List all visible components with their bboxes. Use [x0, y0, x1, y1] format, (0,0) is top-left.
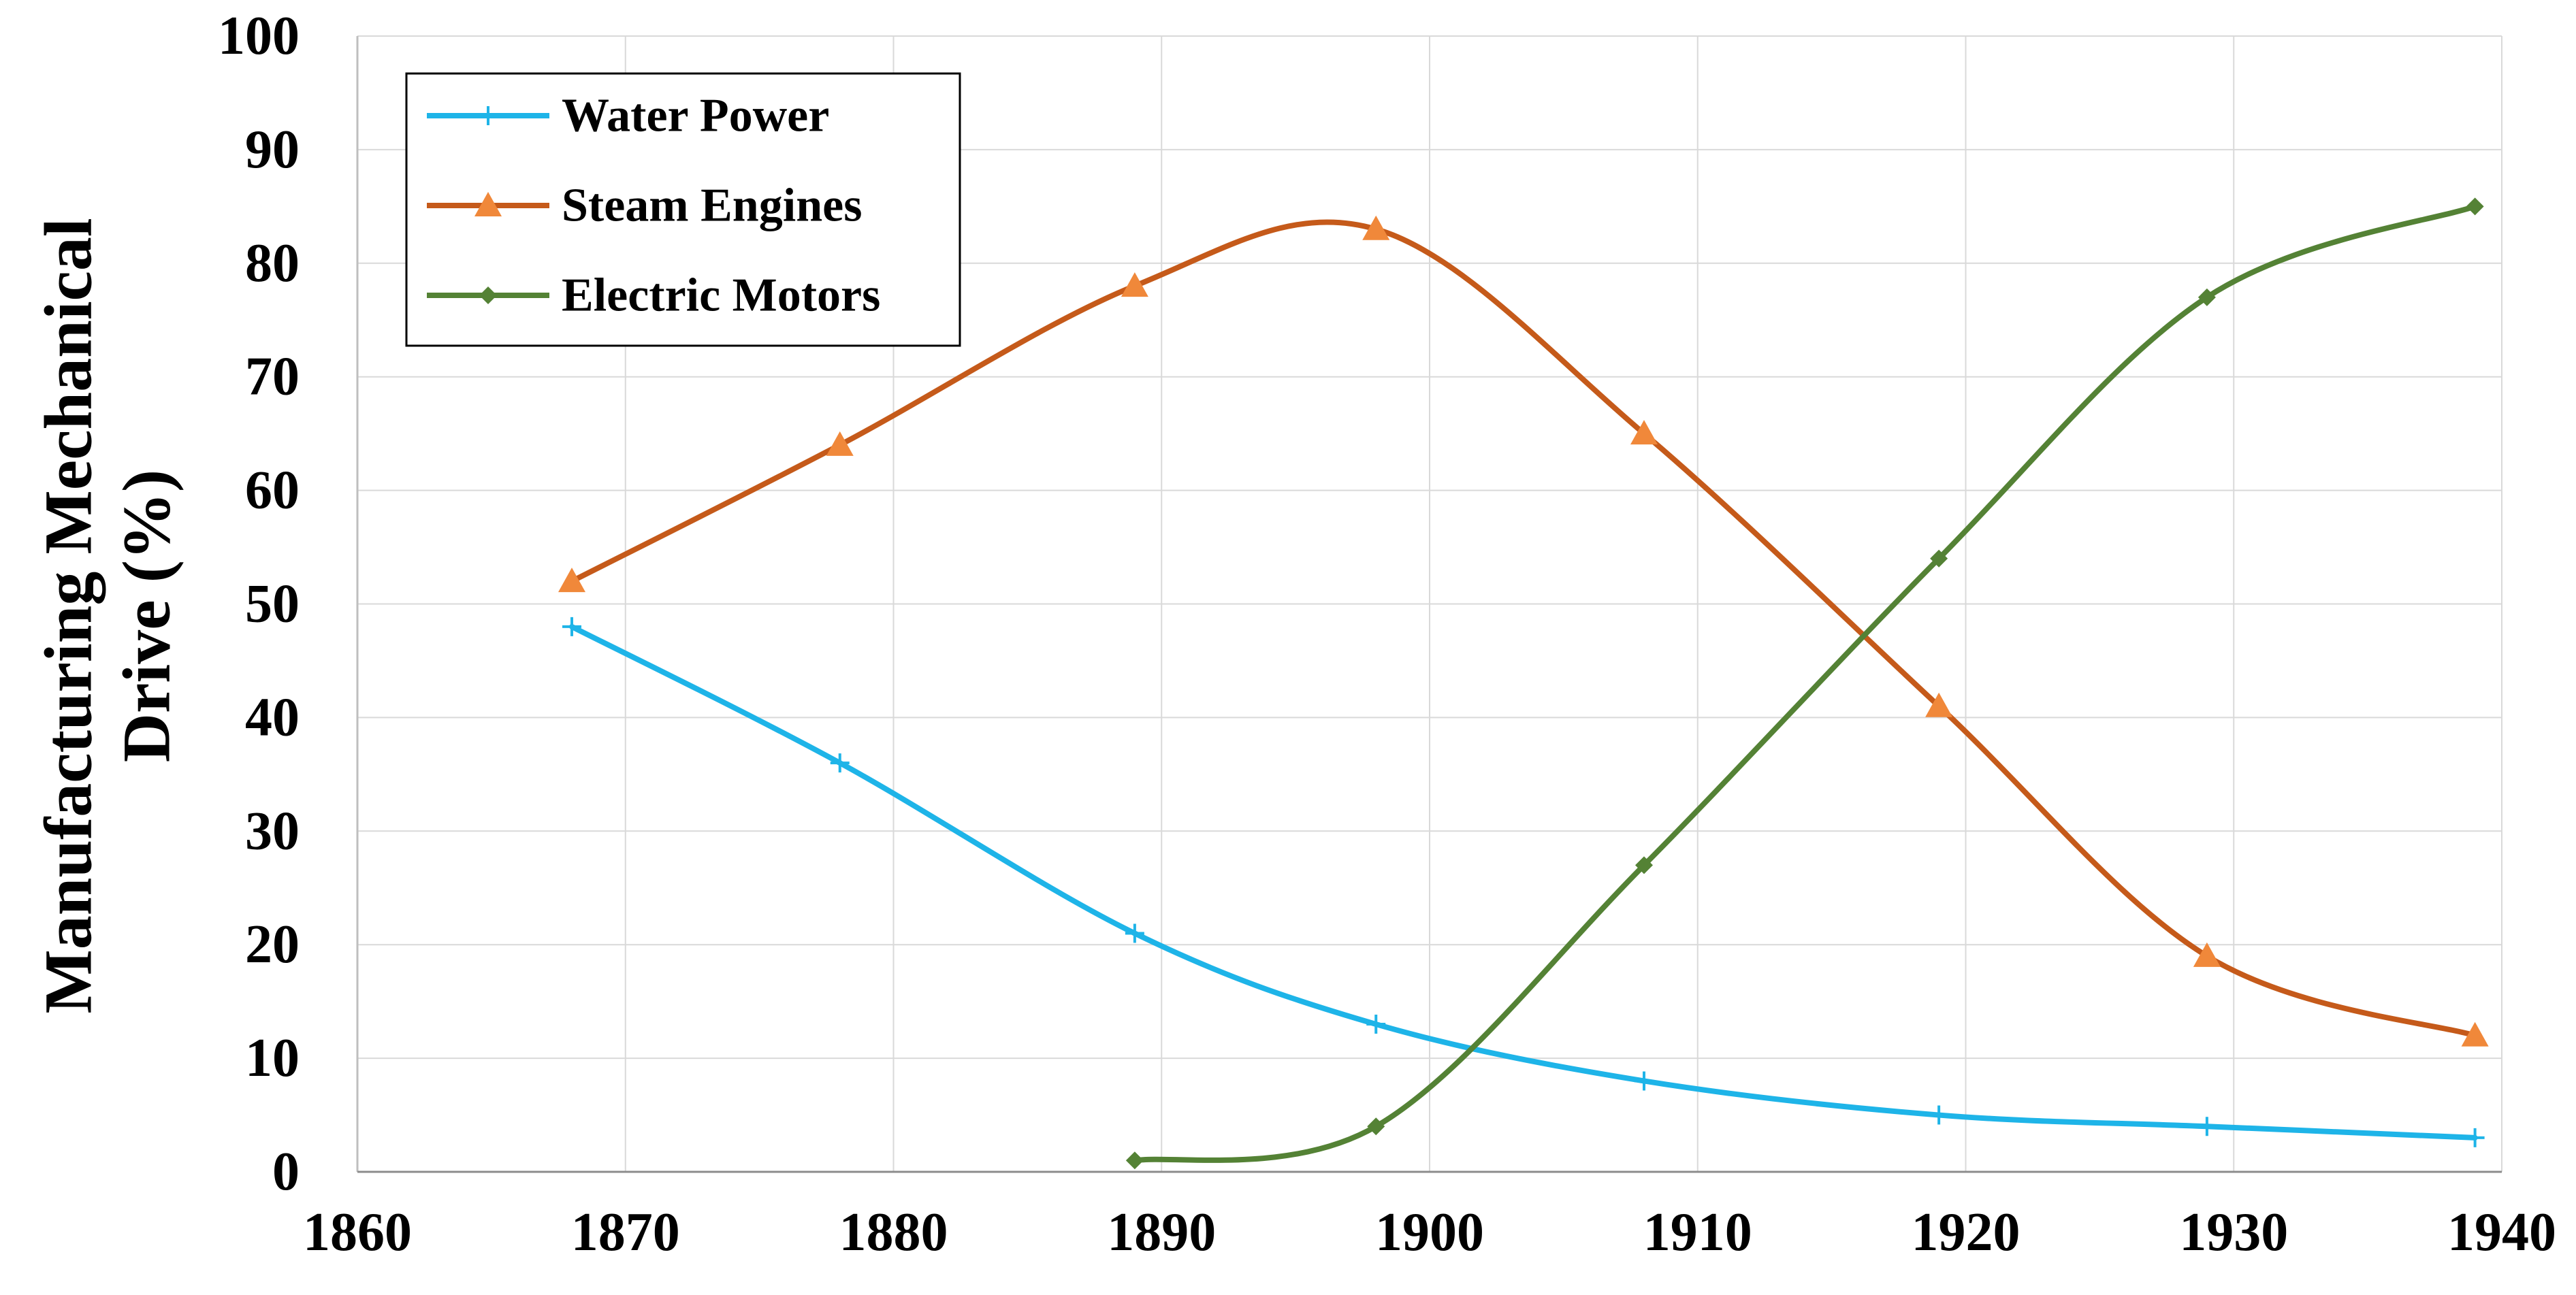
y-tick-label: 80: [245, 233, 300, 293]
x-tick-label: 1920: [1912, 1202, 2020, 1262]
data-point: [1366, 1015, 1386, 1034]
y-axis-label: Manufacturing Mechanical Drive (%): [31, 218, 184, 1013]
data-point: [2461, 1021, 2489, 1047]
data-point: [830, 753, 850, 773]
series-line: [569, 219, 2478, 1038]
y-tick-label: 70: [245, 347, 300, 407]
data-point: [2197, 288, 2216, 306]
data-point: [1630, 420, 1658, 445]
y-tick-label: 40: [245, 687, 300, 747]
tick-labels: 0 10 20 30 40 50 60 70 80 90 100 1860 1870 1880 1890 19…: [218, 6, 2556, 1262]
data-point: [1125, 1151, 1144, 1170]
series-electric-motors: [1125, 197, 2484, 1170]
data-point: [1635, 856, 1653, 874]
data-point: [558, 568, 585, 593]
x-tick-label: 1870: [571, 1202, 680, 1262]
y-tick-label: 50: [245, 574, 300, 634]
data-point: [562, 617, 581, 636]
x-tick-label: 1860: [303, 1202, 412, 1262]
legend-swatch-marker: [479, 106, 498, 125]
y-axis-label-line: Manufacturing Mechanical: [31, 218, 106, 1013]
legend-box: [405, 72, 961, 347]
axes: [356, 36, 2502, 1173]
series-water-power: [562, 617, 2485, 1147]
data-point: [2466, 197, 2484, 216]
y-tick-label: 10: [245, 1028, 300, 1088]
y-tick-label: 100: [218, 6, 300, 66]
data-point: [1930, 549, 1948, 568]
legend-label: Water Power: [562, 90, 829, 142]
series-line: [1131, 203, 2478, 1164]
y-tick-label: 20: [245, 915, 300, 974]
x-tick-label: 1940: [2447, 1202, 2556, 1262]
y-tick-label: 60: [245, 461, 300, 521]
y-tick-label: 0: [272, 1142, 300, 1202]
legend-item: Water Power: [427, 90, 829, 142]
y-tick-label: 30: [245, 801, 300, 861]
legend-swatch-marker: [474, 192, 502, 216]
data-point: [826, 431, 854, 456]
data-point: [2193, 942, 2221, 967]
data-point: [1635, 1071, 1654, 1091]
data-point: [1125, 923, 1144, 943]
x-tick-label: 1880: [839, 1202, 948, 1262]
data-point: [1121, 272, 1148, 297]
data-point: [2465, 1128, 2485, 1147]
data-point: [2197, 1117, 2217, 1136]
legend-swatch-marker: [479, 286, 497, 304]
data-point: [1925, 692, 1953, 717]
x-tick-label: 1910: [1643, 1202, 1752, 1262]
legend-item: Electric Motors: [427, 269, 880, 322]
x-tick-label: 1900: [1375, 1202, 1484, 1262]
series-line: [569, 623, 2478, 1141]
y-tick-label: 90: [245, 120, 300, 180]
legend: Water Power Steam Engines Electric Motors: [405, 72, 961, 347]
data-point: [1367, 1117, 1385, 1136]
legend-label: Electric Motors: [562, 269, 880, 322]
x-tick-label: 1890: [1107, 1202, 1216, 1262]
x-tick-label: 1930: [2179, 1202, 2288, 1262]
legend-item: Steam Engines: [427, 180, 862, 232]
y-axis-label-line: Drive (%): [109, 470, 184, 762]
data-point: [1929, 1105, 1949, 1125]
legend-label: Steam Engines: [562, 180, 862, 232]
series-steam-engines: [558, 215, 2489, 1047]
series-group: [558, 197, 2489, 1170]
data-point: [1362, 215, 1390, 240]
